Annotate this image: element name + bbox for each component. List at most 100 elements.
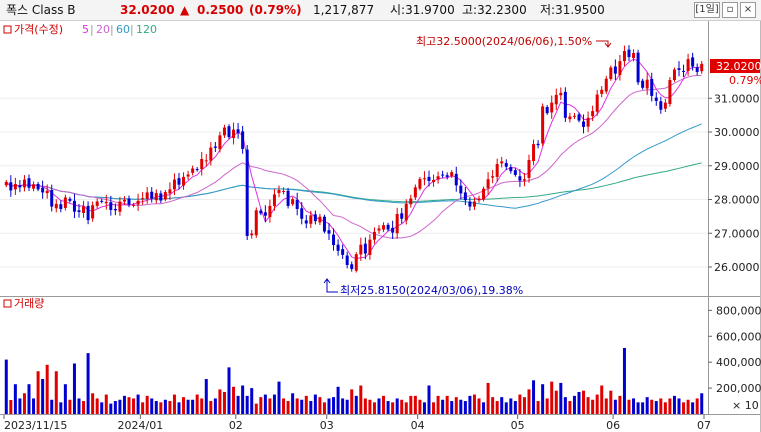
volume-bar xyxy=(318,397,322,414)
volume-bar xyxy=(372,402,376,414)
candle-body xyxy=(36,183,40,190)
volume-value: 1,217,877 xyxy=(313,3,375,17)
change-arrow-icon: ▲ xyxy=(180,3,190,17)
volume-bar xyxy=(336,386,340,414)
period-button[interactable]: [1일] xyxy=(694,2,720,18)
volume-bar xyxy=(59,402,63,414)
volume-bar xyxy=(4,359,8,414)
candle-body xyxy=(72,200,76,212)
candle-body xyxy=(500,161,504,164)
volume-bar xyxy=(591,399,595,414)
candle-body xyxy=(441,174,445,176)
candle-body xyxy=(595,94,599,112)
candle-body xyxy=(186,174,190,177)
volume-bar xyxy=(532,380,536,414)
price-tick-label: 31.0000 xyxy=(714,92,760,105)
candle-body xyxy=(41,187,45,193)
volume-bar xyxy=(482,402,486,414)
close-button[interactable]: × xyxy=(740,2,756,18)
volume-bar xyxy=(136,394,140,414)
candle-body xyxy=(145,192,149,199)
candle-body xyxy=(27,178,31,188)
candle-body xyxy=(468,201,472,207)
candle-body xyxy=(518,176,522,181)
date-tick-label: 2023/11/15 xyxy=(4,419,67,432)
candle-body xyxy=(122,199,126,202)
candle-body xyxy=(363,243,367,254)
volume-bar xyxy=(586,397,590,414)
candle-body xyxy=(359,244,363,255)
volume-bar xyxy=(32,398,36,414)
candle-body xyxy=(545,107,549,114)
candle-body xyxy=(568,116,572,120)
low-annotation-label: 최저25.8150(2024/03/06),19.38% xyxy=(340,284,523,297)
candle-body xyxy=(286,190,290,206)
volume-bar xyxy=(522,397,526,414)
volume-bar xyxy=(404,402,408,414)
volume-bar xyxy=(513,401,517,414)
volume-bar xyxy=(36,371,40,414)
volume-bar xyxy=(627,399,631,414)
volume-bar xyxy=(222,391,226,414)
volume-bar xyxy=(459,399,463,414)
candle-body xyxy=(622,51,626,62)
minimize-button[interactable]: ▫ xyxy=(722,2,738,18)
candle-body xyxy=(322,216,326,232)
volume-bar xyxy=(536,401,540,414)
volume-bar xyxy=(518,394,522,414)
volume-bar xyxy=(209,401,213,414)
volume-bar xyxy=(300,399,304,414)
volume-bar xyxy=(550,381,554,414)
volume-bar xyxy=(241,385,245,414)
volume-bar xyxy=(636,402,640,414)
volume-bar xyxy=(354,395,358,414)
candle-body xyxy=(641,80,645,88)
volume-bar xyxy=(413,395,417,414)
candle-body xyxy=(491,176,495,178)
candle-body xyxy=(50,190,54,207)
volume-bar xyxy=(200,398,204,414)
volume-bar xyxy=(13,384,17,414)
date-tick-label: 04 xyxy=(411,419,425,432)
ma60-line xyxy=(5,123,702,209)
volume-bar xyxy=(313,394,317,414)
volume-bar xyxy=(195,394,199,414)
candle-body xyxy=(668,80,672,104)
candle-body xyxy=(163,192,167,200)
candle-body xyxy=(232,129,236,139)
volume-bar xyxy=(9,400,13,414)
candle-body xyxy=(204,160,208,162)
candle-body xyxy=(486,179,490,189)
candle-body xyxy=(509,167,513,172)
volume-bar xyxy=(463,401,467,414)
candle-body xyxy=(282,191,286,193)
volume-bar xyxy=(495,401,499,414)
volume-bar xyxy=(486,382,490,414)
volume-bar xyxy=(572,395,576,414)
volume-legend: 거래량 xyxy=(3,297,44,310)
volume-bar xyxy=(509,398,513,414)
candle-body xyxy=(627,49,631,58)
last-price: 32.0200 xyxy=(120,3,175,17)
change-value: 0.2500 xyxy=(197,3,244,17)
candle-body xyxy=(336,244,340,251)
volume-bar xyxy=(645,397,649,414)
candle-body xyxy=(422,178,426,180)
candle-body xyxy=(241,131,245,149)
candle-body xyxy=(382,225,386,230)
candle-body xyxy=(295,199,299,209)
candle-body xyxy=(650,79,654,96)
candle-body xyxy=(168,189,172,194)
low-price: 저:31.9500 xyxy=(540,3,605,17)
candle-body xyxy=(150,191,154,199)
candle-body xyxy=(645,79,649,89)
candle-body xyxy=(86,205,90,221)
candle-body xyxy=(527,160,531,178)
volume-bar xyxy=(450,401,454,414)
volume-bar xyxy=(400,399,404,414)
candle-body xyxy=(159,193,163,201)
ma5-legend: 5 xyxy=(82,23,89,36)
volume-bar xyxy=(177,402,181,414)
open-price: 시:31.9700 xyxy=(390,3,455,17)
